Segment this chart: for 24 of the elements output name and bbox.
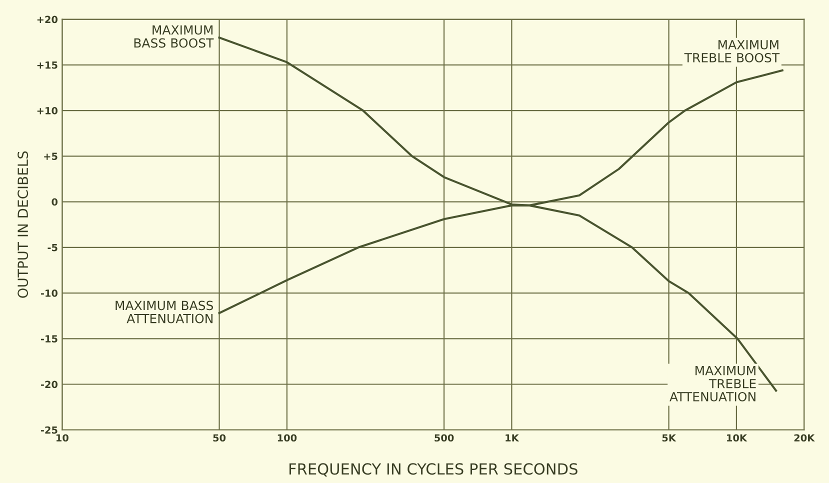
x-tick-label: 500 xyxy=(434,434,454,442)
x-tick-label: 1K xyxy=(506,434,520,442)
y-axis-title: OUTPUT IN DECIBELS xyxy=(18,151,28,298)
y-tick-label: -10 xyxy=(40,290,58,297)
y-tick-label: +15 xyxy=(37,62,58,69)
y-tick-label: 0 xyxy=(52,198,58,206)
x-tick-label: 5K xyxy=(662,434,676,442)
y-tick-label: +10 xyxy=(37,107,58,114)
y-tick-label: +5 xyxy=(44,152,58,160)
y-tick-label: +20 xyxy=(37,16,58,24)
x-tick-label: 10K xyxy=(727,434,748,442)
annotation: MAXIMUM BASS BOOST xyxy=(134,25,214,48)
y-tick-label: -25 xyxy=(40,426,58,434)
x-tick-label: 100 xyxy=(278,434,297,442)
y-tick-label: -15 xyxy=(40,335,58,342)
annotation: MAXIMUM TREBLE ATTENUATION xyxy=(670,366,756,402)
annotation: MAXIMUM TREBLE BOOST xyxy=(684,40,780,62)
y-tick-label: -20 xyxy=(40,380,58,388)
x-tick-label: 20K xyxy=(794,434,815,442)
annotation: MAXIMUM BASS ATTENUATION xyxy=(116,300,214,324)
y-tick-label: -5 xyxy=(48,244,58,252)
x-tick-label: 10 xyxy=(56,434,68,442)
x-tick-label: 50 xyxy=(213,434,226,442)
x-axis-title: FREQUENCY IN CYCLES PER SECONDS xyxy=(290,463,578,476)
